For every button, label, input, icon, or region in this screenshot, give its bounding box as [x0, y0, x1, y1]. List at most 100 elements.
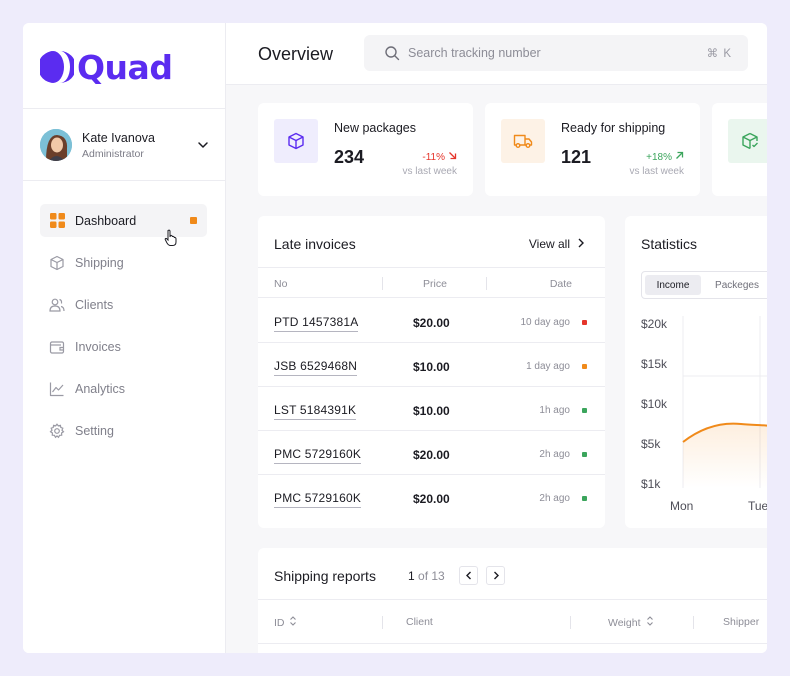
keyboard-shortcut: ⌘ K [706, 48, 732, 60]
y-axis-tick: $10k [641, 397, 668, 411]
income-line [682, 422, 767, 443]
main-content: Overview ⌘ K New packages 234 -11% [226, 23, 767, 653]
stat-value: 121 [561, 147, 592, 167]
late-invoices-card: Late invoices View all No Price Date PTD… [258, 216, 605, 528]
column-divider [693, 616, 694, 629]
invoice-price: $20.00 [413, 316, 450, 330]
sidebar-item-label: Dashboard [75, 213, 137, 228]
sidebar-divider [23, 108, 226, 109]
statistics-tabs: Income Packeges [641, 271, 767, 299]
hand-cursor-icon [164, 229, 178, 247]
stat-change: +18% [646, 151, 684, 163]
invoice-date: 2h ago [539, 449, 570, 460]
invoice-price: $20.00 [413, 448, 450, 462]
column-header: No [274, 278, 288, 290]
status-badge [582, 452, 587, 457]
logo-icon [38, 50, 76, 84]
invoice-number[interactable]: LST 5184391K [274, 403, 357, 420]
y-axis-tick: $1k [641, 477, 661, 491]
column-divider [570, 616, 571, 629]
table-row[interactable]: PMC 5729160K $20.00 2h ago [258, 475, 605, 519]
stat-label: New packages [334, 121, 416, 135]
stat-card-new-packages[interactable]: New packages 234 -11% vs last week [258, 103, 473, 196]
sidebar-item-label: Shipping [75, 255, 124, 270]
invoice-date: 1h ago [539, 405, 570, 416]
invoice-number[interactable]: JSB 6529468N [274, 359, 358, 376]
view-all-link[interactable]: View all [529, 237, 585, 251]
chevron-right-icon [492, 567, 500, 585]
stat-label: Ready for shipping [561, 121, 666, 135]
sidebar-item-invoices[interactable]: Invoices [40, 330, 207, 363]
brand-name: Quad [77, 47, 173, 87]
shipping-reports-card: Shipping reports 1 of 13 ID [258, 548, 767, 653]
y-axis-tick: $15k [641, 357, 668, 371]
sidebar-item-label: Analytics [75, 381, 126, 396]
y-axis-tick: $20k [641, 317, 668, 331]
users-icon [49, 297, 65, 313]
app-window: Quad Kate Ivanova Administrator [23, 23, 767, 653]
sidebar-item-shipping[interactable]: Shipping [40, 246, 207, 279]
y-axis-tick: $5k [641, 437, 661, 451]
stat-change: -11% [422, 151, 457, 163]
previous-page-button[interactable] [459, 566, 478, 585]
chart-line-icon [49, 381, 65, 397]
invoice-price: $10.00 [413, 360, 450, 374]
table-row[interactable]: JSB 6529468N $10.00 1 day ago [258, 343, 605, 387]
invoice-number[interactable]: PMC 5729160K [274, 491, 362, 508]
stat-change-value: -11% [422, 151, 445, 163]
arrow-down-right-icon [448, 151, 457, 163]
sidebar-item-label: Clients [75, 297, 114, 312]
package-icon [274, 119, 318, 163]
search-icon [384, 45, 400, 61]
gear-icon [49, 422, 65, 439]
invoice-number[interactable]: PTD 1457381A [274, 315, 359, 332]
sidebar-item-clients[interactable]: Clients [40, 288, 207, 321]
search-input[interactable] [408, 46, 698, 60]
grid-icon [49, 213, 65, 229]
stat-change-value: +18% [646, 151, 672, 163]
table-row[interactable]: PTD 1457381A $20.00 10 day ago [258, 299, 605, 343]
table-row[interactable]: PMC 5729160K $20.00 2h ago [258, 431, 605, 475]
sidebar-item-dashboard[interactable]: Dashboard [40, 204, 207, 237]
notification-badge [190, 217, 197, 224]
tab-packeges[interactable]: Packeges [715, 279, 759, 291]
arrow-up-right-icon [675, 151, 684, 163]
sidebar-item-label: Setting [75, 423, 114, 438]
status-badge [582, 496, 587, 501]
user-profile[interactable]: Kate Ivanova Administrator [40, 128, 210, 162]
column-header-weight[interactable]: Weight [608, 616, 654, 629]
income-area [683, 423, 767, 488]
tab-income[interactable]: Income [645, 275, 701, 295]
x-axis-tick: Tue [748, 499, 767, 513]
current-page: 1 [408, 569, 415, 583]
brand-logo[interactable]: Quad [38, 47, 173, 87]
column-header: Weight [608, 616, 641, 629]
column-header: ID [274, 616, 285, 629]
invoice-number[interactable]: PMC 5729160K [274, 447, 362, 464]
stat-value: 234 [334, 147, 365, 167]
invoice-date: 1 day ago [526, 361, 570, 372]
table-row[interactable]: LST 5184391K $10.00 1h ago [258, 387, 605, 431]
user-name: Kate Ivanova [82, 130, 155, 145]
page-total: of 13 [418, 569, 445, 583]
sidebar-item-analytics[interactable]: Analytics [40, 372, 207, 405]
sort-icon [289, 616, 297, 629]
sidebar-item-label: Invoices [75, 339, 121, 354]
sidebar-nav: Dashboard Shipping Clients [40, 204, 207, 456]
stat-note: vs last week [402, 166, 457, 177]
view-all-label: View all [528, 237, 570, 251]
card-title: Shipping reports [274, 568, 376, 584]
column-header-id[interactable]: ID [274, 616, 297, 629]
chevron-down-icon[interactable] [196, 138, 210, 152]
truck-icon [501, 119, 545, 163]
avatar [40, 129, 72, 161]
card-title: Late invoices [274, 236, 356, 252]
search-bar[interactable]: ⌘ K [364, 35, 748, 71]
stat-card-ready-for-shipping[interactable]: Ready for shipping 121 +18% vs last week [485, 103, 700, 196]
column-divider [382, 277, 383, 290]
stat-card-delivered[interactable] [712, 103, 767, 196]
invoice-price: $20.00 [413, 492, 450, 506]
sidebar-divider [23, 180, 226, 181]
next-page-button[interactable] [486, 566, 505, 585]
sidebar-item-setting[interactable]: Setting [40, 414, 207, 447]
